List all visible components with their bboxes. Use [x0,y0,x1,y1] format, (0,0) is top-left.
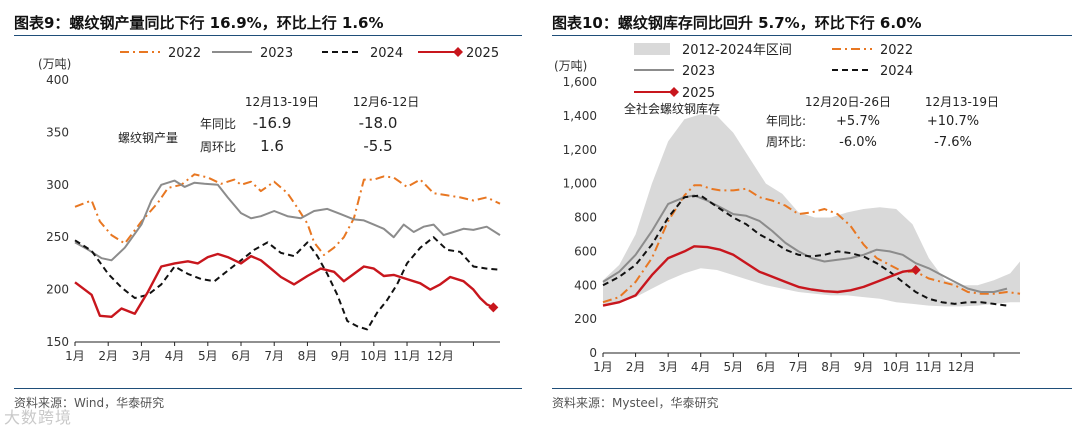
x-tick-label: 4月 [165,349,185,363]
annotation-value-previous: -7.6% [934,135,972,150]
annotation-header-previous: 12月13-19日 [925,95,999,109]
x-tick-label: 10月 [883,360,910,374]
x-tick-label: 5月 [198,349,218,363]
x-tick-label: 7月 [264,349,284,363]
x-tick-label: 12月 [948,360,975,374]
source-rule [14,388,522,389]
y-axis-label: (万吨) [554,59,587,73]
x-tick-label: 5月 [723,360,743,374]
y-tick-label: 200 [46,283,69,297]
chart-panel-rebar-output: 图表9：螺纹钢产量同比下行 16.9%，环比上行 1.6% (万吨) 150 200… [0,0,530,433]
legend-label-2023: 2023 [260,46,293,61]
x-tick-label: 9月 [854,360,874,374]
chart-panel-rebar-inventory: 图表10：螺纹钢库存同比回升 5.7%，环比下行 6.0% (万吨) 0 200 40… [540,0,1080,433]
annotation-header-current: 12月20日-26日 [805,95,891,109]
annotation-value-previous: -18.0 [359,114,398,132]
annotation-value-current: -16.9 [253,114,292,132]
annotation-value-current: -6.0% [839,135,877,150]
legend-label-2012-2024年区间: 2012-2024年区间 [682,43,792,58]
x-tick-label: 3月 [132,349,152,363]
legend-label-2023: 2023 [682,64,715,79]
y-tick-label: 1,000 [563,177,597,191]
legend-label-2024: 2024 [370,46,403,61]
y-tick-label: 400 [46,73,69,87]
annotation-header-previous: 12月6-12日 [353,95,420,109]
x-tick-label: 8月 [298,349,318,363]
legend-swatch-band [634,43,670,55]
legend-label-2024: 2024 [880,64,913,79]
chart-svg-rebar-output: (万吨) 150 200 250 300 350 400 1月 2月 3月 4月 5月 6月 7月 8月 9月… [38,46,501,363]
annotation-header-current: 12月13-19日 [245,95,319,109]
y-tick-label: 250 [46,230,69,244]
x-tick-label: 3月 [658,360,678,374]
series-line-2022 [74,173,501,256]
series-line-2025 [602,245,916,307]
x-tick-label: 8月 [821,360,841,374]
series-line-2024 [74,236,501,331]
annotation-value-current: +5.7% [836,114,880,129]
chart-title-rebar-inventory: 图表10：螺纹钢库存同比回升 5.7%，环比下行 6.0% [552,14,922,32]
x-tick-label: 2月 [626,360,646,374]
x-tick-label: 6月 [756,360,776,374]
band-range-area [603,114,1020,307]
chart-title-rebar-output: 图表9：螺纹钢产量同比下行 16.9%，环比上行 1.6% [14,14,384,32]
y-tick-label: 400 [574,278,597,292]
x-tick-label: 11月 [915,360,942,374]
annotation-row-label: 年同比 [200,117,236,131]
x-tick-label: 4月 [691,360,711,374]
title-rule [552,35,1072,36]
annotation-row-label: 年同比: [766,114,806,128]
series-end-marker-2025 [910,265,921,276]
source-note-rebar-inventory: 资料来源：Mysteel，华泰研究 [552,396,719,410]
chart-svg-rebar-inventory: (万吨) 0 200 400 600 800 1,000 1,200 1,400 1,600 1月 2… [554,43,1021,374]
y-tick-label: 1,200 [563,143,597,157]
legend-marker-2025 [669,87,679,97]
legend-marker-2025 [453,47,463,57]
series-line-2023 [74,179,501,262]
x-tick-label: 7月 [789,360,809,374]
x-tick-label: 1月 [593,360,613,374]
y-tick-label: 200 [574,312,597,326]
annotation-series-name: 螺纹钢产量 [118,131,178,145]
source-rule [552,388,1072,389]
y-tick-label: 800 [574,211,597,225]
series-line-2025 [74,252,494,318]
y-axis-label: (万吨) [38,57,71,71]
x-tick-label: 6月 [231,349,251,363]
y-tick-label: 150 [46,335,69,349]
annotation-value-previous: -5.5 [363,137,392,155]
x-tick-label: 1月 [65,349,85,363]
legend-label-2022: 2022 [880,43,913,58]
x-tick-label: 9月 [331,349,351,363]
source-note-rebar-output: 资料来源：Wind，华泰研究 [14,396,165,410]
y-tick-label: 600 [574,244,597,258]
legend-label-2022: 2022 [168,46,201,61]
y-tick-label: 1,600 [563,75,597,89]
series-end-marker-2025 [488,302,499,313]
y-tick-label: 350 [46,125,69,139]
y-tick-label: 1,400 [563,109,597,123]
legend-label-2025: 2025 [466,46,499,61]
y-tick-label: 0 [589,346,597,360]
title-rule [14,35,522,36]
x-tick-label: 11月 [393,349,420,363]
x-tick-label: 10月 [360,349,387,363]
series-line-2024 [602,194,1008,307]
y-tick-label: 300 [46,178,69,192]
x-tick-label: 2月 [98,349,118,363]
annotation-value-previous: +10.7% [927,114,979,129]
legend-label-2025: 2025 [682,86,715,101]
watermark-logo: 大数跨境 [4,408,73,427]
annotation-row-label: 周环比 [200,140,236,154]
annotation-value-current: 1.6 [260,137,284,155]
annotation-series-name: 全社会螺纹钢库存 [624,101,720,116]
series-line-2022 [602,184,1021,304]
x-tick-label: 12月 [427,349,454,363]
annotation-row-label: 周环比: [766,135,806,149]
